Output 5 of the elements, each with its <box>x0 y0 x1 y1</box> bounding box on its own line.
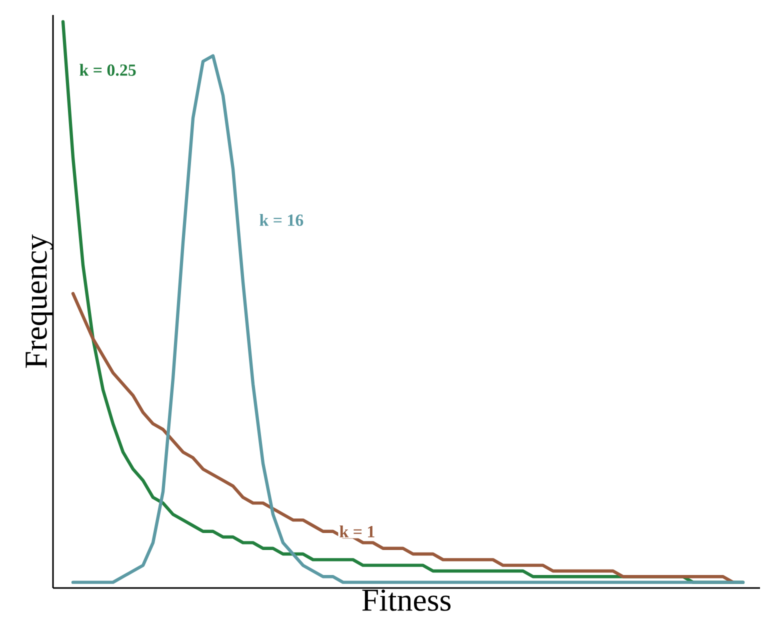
series-label: k = 0.25 <box>80 64 136 76</box>
x-axis-title: Fitness <box>362 590 451 611</box>
series-label: k = 16 <box>260 214 304 226</box>
series-label: k = 1 <box>340 525 374 538</box>
y-axis-title: Frequency <box>26 234 54 368</box>
